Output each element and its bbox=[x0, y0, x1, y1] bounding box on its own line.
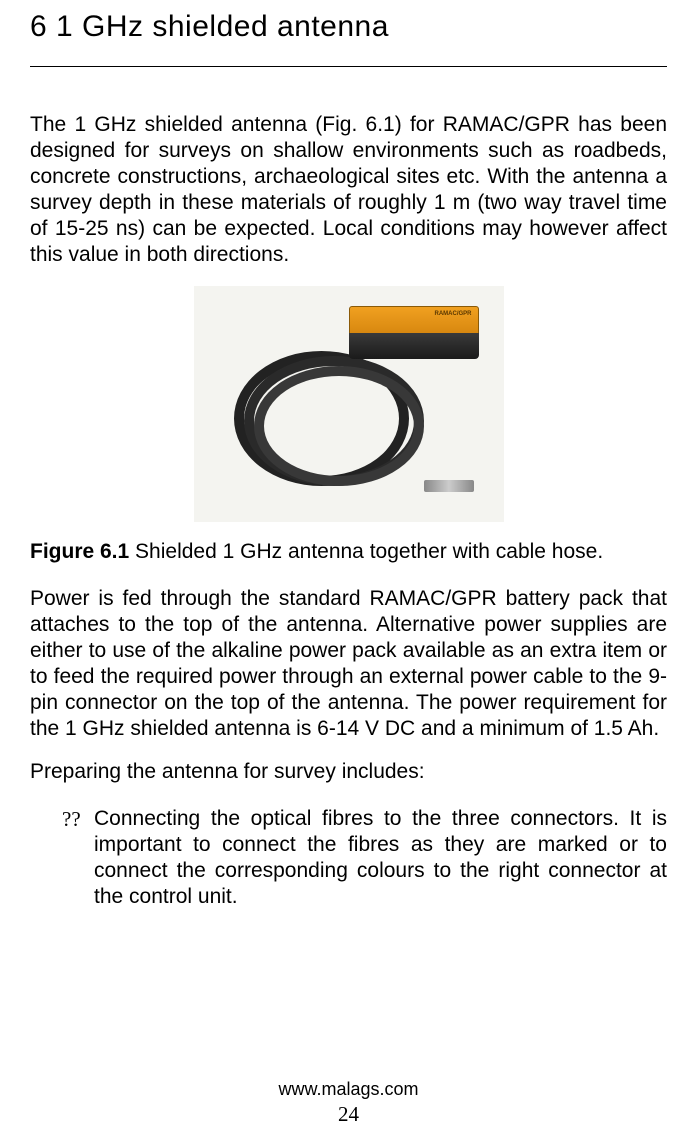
page-footer: www.malags.com 24 bbox=[0, 1079, 697, 1127]
cable-coil-graphic bbox=[224, 346, 454, 506]
section-divider bbox=[30, 66, 667, 67]
figure-container: RAMAC/GPR bbox=[30, 286, 667, 522]
figure-caption-text: Shielded 1 GHz antenna together with cab… bbox=[129, 540, 603, 563]
connector-graphic bbox=[424, 480, 474, 492]
section-heading: 6 1 GHz shielded antenna bbox=[30, 10, 667, 44]
list-intro: Preparing the antenna for survey include… bbox=[30, 760, 667, 784]
list-item-text: Connecting the optical fibres to the thr… bbox=[94, 806, 667, 910]
antenna-device-graphic: RAMAC/GPR bbox=[349, 306, 479, 361]
paragraph-intro: The 1 GHz shielded antenna (Fig. 6.1) fo… bbox=[30, 112, 667, 268]
antenna-label: RAMAC/GPR bbox=[435, 311, 472, 317]
list-bullet: ?? bbox=[62, 806, 94, 910]
list-item: ?? Connecting the optical fibres to the … bbox=[30, 806, 667, 910]
footer-url: www.malags.com bbox=[0, 1079, 697, 1100]
figure-caption-label: Figure 6.1 bbox=[30, 540, 129, 563]
figure-caption: Figure 6.1 Shielded 1 GHz antenna togeth… bbox=[30, 540, 667, 564]
paragraph-power: Power is fed through the standard RAMAC/… bbox=[30, 586, 667, 742]
footer-page-number: 24 bbox=[0, 1102, 697, 1127]
figure-image: RAMAC/GPR bbox=[194, 286, 504, 522]
